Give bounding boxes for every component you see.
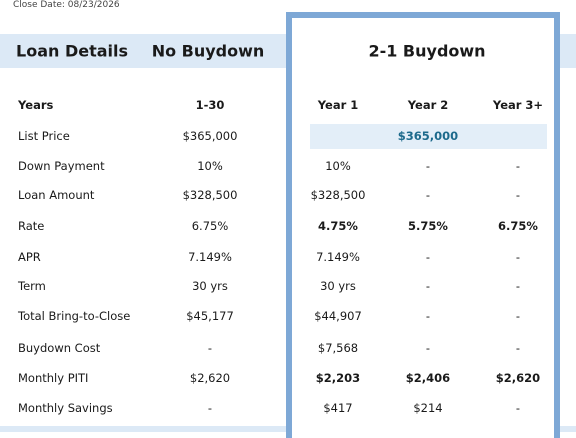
cell: - xyxy=(515,341,521,355)
cell: 6.75% xyxy=(191,219,229,233)
spanned-cell: $365,000 xyxy=(397,129,459,143)
cell: 7.149% xyxy=(188,250,232,264)
cell: - xyxy=(515,250,521,264)
close-date: Close Date: 08/23/2026 xyxy=(13,0,120,10)
row-label: Down Payment xyxy=(18,159,105,173)
row-label: Loan Amount xyxy=(18,188,95,202)
cell: $417 xyxy=(323,401,353,415)
row-label: Rate xyxy=(18,219,45,233)
column-header: Years xyxy=(18,98,54,112)
cell: 4.75% xyxy=(318,219,358,233)
cell: 10% xyxy=(325,159,351,173)
cell: - xyxy=(425,159,431,173)
cell: $328,500 xyxy=(182,188,238,202)
cell: - xyxy=(207,341,213,355)
cell: 6.75% xyxy=(498,219,538,233)
title: Loan Details xyxy=(16,41,129,61)
cell: - xyxy=(515,188,521,202)
cell: $2,406 xyxy=(405,371,451,385)
cell: - xyxy=(425,250,431,264)
cell: $365,000 xyxy=(182,129,238,143)
cell: 5.75% xyxy=(408,219,448,233)
cell: $44,907 xyxy=(314,309,362,323)
cell: - xyxy=(207,401,213,415)
spanned-cell-bg xyxy=(310,124,547,149)
row-label: Total Bring-to-Close xyxy=(18,309,131,323)
row-label: Monthly Savings xyxy=(18,401,113,415)
row-label: APR xyxy=(18,250,41,264)
buydown-heading: 2-1 Buydown xyxy=(368,41,486,61)
cell: - xyxy=(515,401,521,415)
cell: 30 yrs xyxy=(192,279,228,293)
cell: $2,620 xyxy=(189,371,231,385)
row-label: Monthly PITI xyxy=(18,371,89,385)
cell: - xyxy=(425,279,431,293)
cell: - xyxy=(425,188,431,202)
cell: 7.149% xyxy=(316,250,360,264)
cell: - xyxy=(515,309,521,323)
cell: 10% xyxy=(197,159,223,173)
no-buydown-heading: No Buydown xyxy=(151,41,265,61)
cell: $45,177 xyxy=(186,309,234,323)
cell: $328,500 xyxy=(310,188,366,202)
row-label: Buydown Cost xyxy=(18,341,101,355)
cell: $214 xyxy=(413,401,443,415)
cell: $2,620 xyxy=(495,371,541,385)
column-header: Year 1 xyxy=(317,98,359,112)
column-header: Year 3+ xyxy=(492,98,544,112)
row-label: Term xyxy=(18,279,46,293)
cell: $2,203 xyxy=(315,371,361,385)
cell: $7,568 xyxy=(317,341,359,355)
row-label: List Price xyxy=(18,129,70,143)
cell: 30 yrs xyxy=(320,279,356,293)
cell: - xyxy=(515,279,521,293)
column-header: Year 2 xyxy=(407,98,449,112)
column-header: 1-30 xyxy=(195,98,225,112)
cell: - xyxy=(425,309,431,323)
cell: - xyxy=(515,159,521,173)
cell: - xyxy=(425,341,431,355)
buydown-panel xyxy=(286,12,560,438)
